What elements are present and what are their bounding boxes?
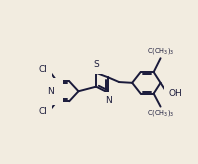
Text: C(CH$_3$)$_3$: C(CH$_3$)$_3$ — [147, 108, 174, 118]
Text: OH: OH — [169, 89, 182, 98]
Text: S: S — [93, 61, 99, 70]
Text: C(CH$_3$)$_3$: C(CH$_3$)$_3$ — [147, 46, 174, 56]
Text: N: N — [47, 87, 54, 96]
Text: N: N — [105, 96, 112, 105]
Text: Cl: Cl — [38, 65, 47, 74]
Text: Cl: Cl — [38, 107, 47, 116]
